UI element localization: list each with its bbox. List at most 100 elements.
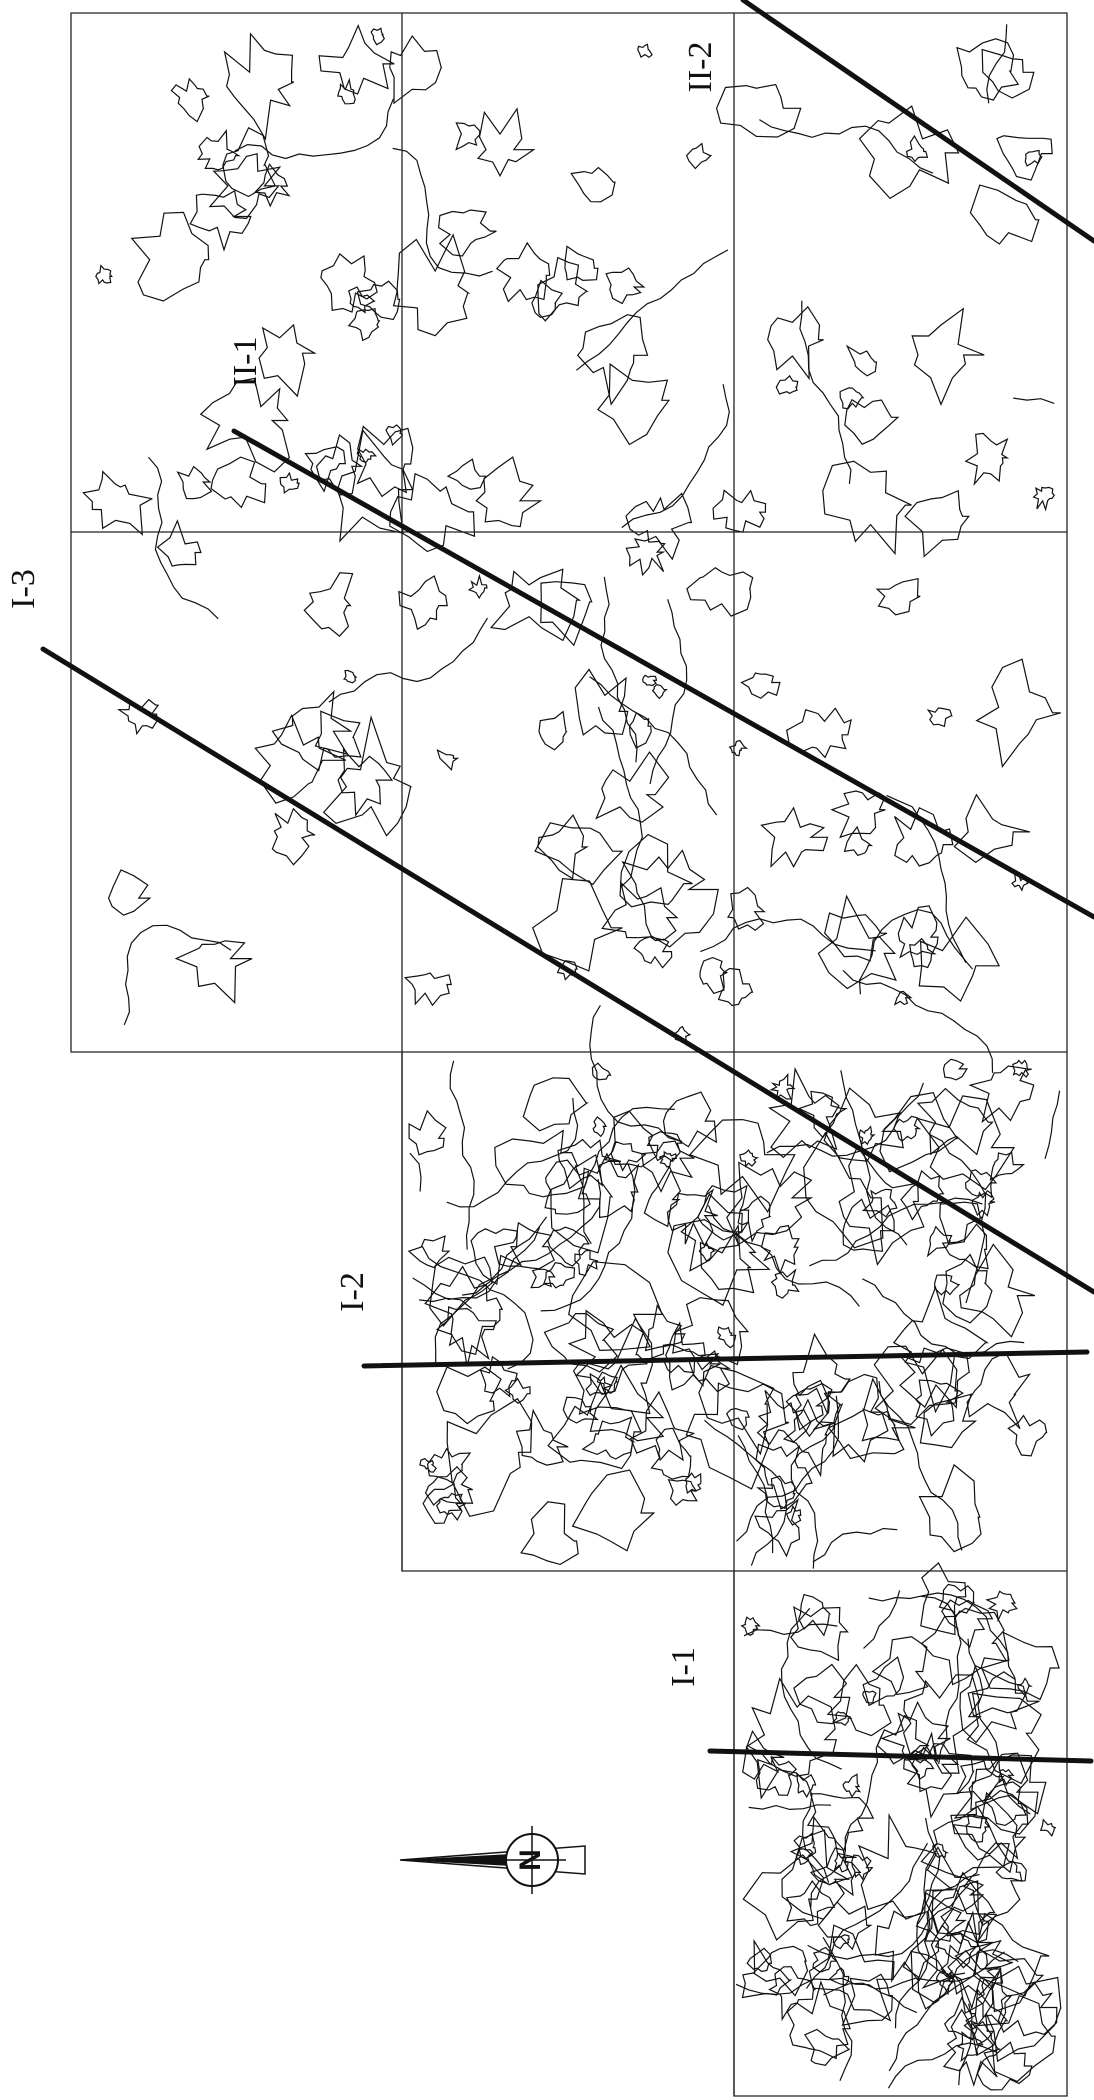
stream bbox=[410, 1153, 421, 1191]
contour bbox=[747, 1948, 771, 1971]
contour bbox=[538, 815, 587, 879]
contour bbox=[907, 136, 928, 161]
contour bbox=[687, 568, 753, 616]
contour bbox=[713, 490, 765, 532]
stream bbox=[749, 1805, 831, 1810]
contour bbox=[596, 752, 668, 822]
contour bbox=[833, 1935, 849, 1949]
contour bbox=[823, 461, 912, 553]
contour bbox=[643, 675, 657, 685]
contour bbox=[840, 388, 863, 409]
contour bbox=[756, 1444, 812, 1509]
contour bbox=[845, 400, 898, 445]
profile-line bbox=[43, 649, 1094, 1292]
stream bbox=[782, 1608, 842, 1769]
contour bbox=[668, 1190, 718, 1246]
stream bbox=[705, 1420, 787, 1565]
stream bbox=[700, 919, 875, 952]
contour bbox=[517, 1411, 569, 1466]
contour bbox=[176, 941, 252, 1003]
contour bbox=[966, 433, 1008, 484]
contour bbox=[409, 1111, 446, 1155]
contour bbox=[862, 1409, 899, 1440]
contour bbox=[977, 659, 1061, 766]
contour bbox=[843, 1774, 860, 1797]
contour bbox=[830, 1968, 849, 1985]
contour bbox=[592, 1063, 610, 1080]
contour bbox=[532, 281, 562, 318]
contour bbox=[521, 1502, 578, 1565]
stream bbox=[1045, 1091, 1060, 1159]
contour bbox=[653, 685, 667, 699]
contour bbox=[895, 808, 953, 866]
contour bbox=[456, 123, 480, 150]
contour bbox=[997, 136, 1052, 180]
contour bbox=[535, 823, 622, 885]
contour bbox=[954, 795, 1030, 863]
contour bbox=[730, 741, 747, 756]
contour bbox=[875, 1911, 938, 1981]
contour bbox=[944, 1059, 967, 1080]
contour bbox=[847, 346, 876, 376]
contour bbox=[390, 36, 442, 103]
contour bbox=[967, 1353, 1029, 1429]
contour bbox=[776, 376, 797, 394]
contour bbox=[438, 750, 458, 770]
contour bbox=[399, 576, 447, 629]
contour bbox=[1034, 487, 1055, 509]
contour bbox=[358, 427, 413, 497]
contour bbox=[652, 1428, 691, 1479]
stream bbox=[987, 24, 1007, 103]
stream bbox=[709, 1205, 860, 1306]
contour bbox=[634, 937, 672, 968]
contour bbox=[259, 325, 315, 396]
contour bbox=[971, 1755, 1046, 1814]
sheet-outline bbox=[71, 13, 1067, 2096]
contour bbox=[476, 457, 540, 526]
contour bbox=[922, 1608, 1007, 1684]
contour bbox=[491, 569, 579, 640]
contour bbox=[649, 1132, 682, 1162]
contour bbox=[324, 717, 412, 835]
contour bbox=[912, 309, 984, 405]
contour bbox=[201, 379, 290, 472]
contour bbox=[928, 708, 952, 726]
stream bbox=[860, 910, 973, 995]
contour bbox=[809, 1925, 894, 2020]
contour bbox=[448, 459, 486, 489]
contour bbox=[394, 235, 469, 336]
stream bbox=[759, 120, 933, 174]
contour bbox=[211, 457, 266, 507]
contour bbox=[315, 711, 361, 757]
contour bbox=[437, 1493, 466, 1520]
contour bbox=[845, 827, 872, 855]
contour bbox=[863, 1691, 876, 1703]
contour bbox=[620, 835, 692, 907]
contour bbox=[943, 1255, 992, 1323]
contour bbox=[497, 243, 550, 302]
contour bbox=[132, 212, 209, 301]
contour bbox=[957, 1761, 1003, 1804]
contour bbox=[437, 1307, 496, 1367]
contour bbox=[578, 315, 648, 405]
contour bbox=[626, 494, 691, 560]
contour bbox=[225, 34, 294, 139]
contour bbox=[644, 1167, 680, 1227]
contour bbox=[606, 268, 644, 303]
contour bbox=[349, 309, 379, 341]
north-arrow: N bbox=[400, 1826, 585, 1894]
contour bbox=[272, 809, 315, 865]
contour bbox=[280, 473, 299, 493]
stream bbox=[862, 1279, 1024, 1355]
contour bbox=[109, 870, 150, 915]
north-label: N bbox=[514, 1849, 547, 1871]
contour bbox=[583, 1417, 634, 1459]
contour bbox=[833, 1712, 851, 1725]
contour bbox=[409, 1236, 449, 1268]
contour bbox=[762, 808, 828, 867]
contour-lines bbox=[83, 24, 1061, 2090]
contour bbox=[818, 896, 896, 988]
contour bbox=[386, 425, 402, 445]
contour bbox=[912, 1759, 934, 1779]
contour bbox=[904, 1734, 958, 1792]
